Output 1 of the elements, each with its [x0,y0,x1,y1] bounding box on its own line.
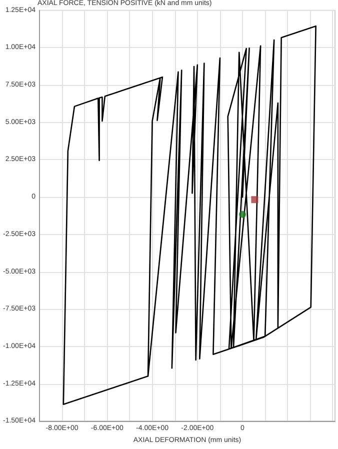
line-series [62,25,316,406]
